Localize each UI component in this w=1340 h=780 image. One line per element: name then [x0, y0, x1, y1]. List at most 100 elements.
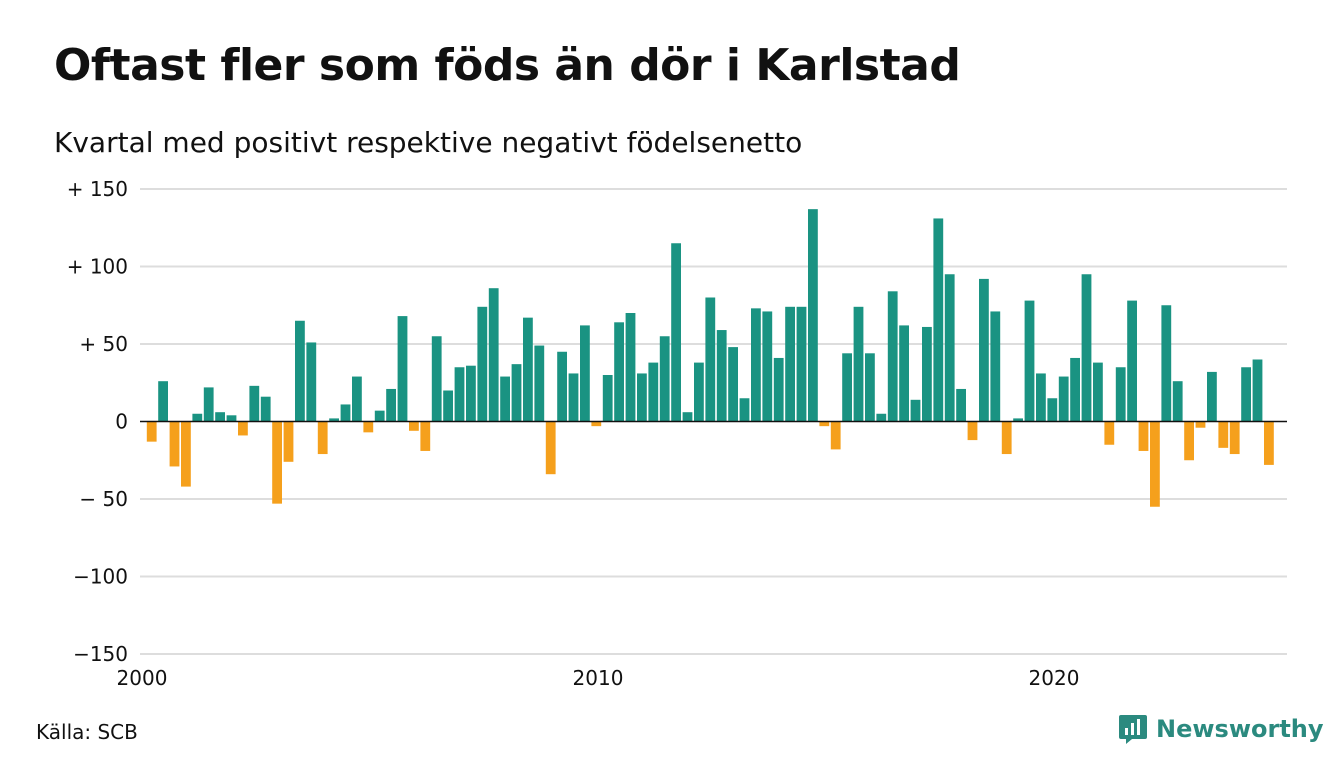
bar-q29	[466, 365, 476, 422]
bar-q46	[659, 336, 670, 422]
bar-q12	[272, 421, 282, 504]
bar-q94	[1207, 371, 1217, 422]
y-tick-label: + 100	[67, 255, 128, 279]
bar-q22	[386, 388, 396, 422]
bar-q50	[705, 297, 716, 422]
bar-q69	[922, 326, 932, 422]
bar-q85	[1104, 421, 1115, 445]
bar-q21	[374, 410, 385, 422]
bar-q27	[443, 390, 453, 422]
bar-q1	[146, 421, 157, 442]
bar-q13	[283, 421, 294, 462]
chart-subtitle: Kvartal med positivt respektive negativt…	[54, 126, 803, 159]
bar-q89	[1150, 421, 1160, 507]
bar-q53	[739, 398, 750, 422]
bar-q35	[534, 345, 545, 422]
bar-q75	[990, 311, 1001, 422]
bar-q33	[511, 364, 522, 422]
bar-q87	[1127, 300, 1137, 422]
bar-q28	[454, 367, 465, 422]
bar-q81	[1058, 376, 1069, 422]
bar-q59	[808, 209, 818, 422]
bar-q31	[488, 288, 499, 422]
bar-q65	[876, 413, 887, 422]
bar-q55	[762, 311, 773, 422]
bar-q4	[181, 421, 191, 487]
bar-q32	[500, 376, 510, 422]
bar-q48	[682, 412, 693, 422]
bar-q25	[420, 421, 431, 451]
bar-q19	[352, 376, 362, 422]
bar-q20	[363, 421, 374, 433]
bar-q47	[671, 243, 681, 422]
bar-q44	[637, 373, 647, 422]
bar-q56	[773, 357, 784, 422]
x-tick-label: 2000	[117, 666, 168, 690]
bar-q63	[853, 306, 864, 422]
bar-q45	[648, 362, 659, 422]
x-tick-label: 2020	[1029, 666, 1080, 690]
bar-q90	[1161, 305, 1172, 422]
bar-q3	[169, 421, 180, 467]
y-tick-label: −150	[73, 642, 128, 666]
bar-q43	[625, 313, 636, 422]
bar-q2	[158, 381, 168, 422]
bar-q57	[785, 306, 795, 422]
bar-q99	[1264, 421, 1274, 465]
bar-q41	[602, 375, 613, 422]
brand-name: Newsworthy	[1156, 715, 1324, 743]
bar-q6	[203, 387, 214, 422]
x-tick-label: 2010	[573, 666, 624, 690]
bar-q18	[340, 404, 351, 422]
bar-q49	[694, 362, 704, 422]
bar-q52	[728, 347, 738, 422]
bar-q91	[1172, 381, 1183, 422]
bar-q79	[1036, 373, 1046, 422]
bar-q84	[1093, 362, 1103, 422]
bar-q66	[887, 291, 898, 422]
y-axis-labels: + 150 + 100 + 50 0 − 50 −100 −150	[67, 177, 128, 666]
source-note: Källa: SCB	[36, 720, 138, 744]
bar-q62	[842, 353, 852, 422]
bar-q95	[1218, 421, 1229, 448]
bar-q15	[306, 342, 317, 422]
bar-chart: + 150 + 100 + 50 0 − 50 −100 −150 2000 2010 2020	[67, 177, 1287, 690]
bar-q26	[431, 336, 442, 422]
y-tick-label: − 50	[79, 487, 128, 511]
y-tick-label: + 150	[67, 177, 128, 201]
bar-q38	[568, 373, 579, 422]
bar-q58	[796, 306, 807, 422]
y-tick-label: −100	[73, 565, 128, 589]
bar-q8	[226, 415, 237, 422]
bar-q92	[1184, 421, 1194, 461]
brand-logo: Newsworthy	[1118, 713, 1324, 745]
bar-q36	[545, 421, 556, 475]
bar-q30	[477, 306, 488, 422]
bar-q5	[192, 413, 203, 422]
bar-q9	[238, 421, 248, 436]
bar-q34	[523, 317, 533, 422]
bar-q98	[1252, 359, 1263, 422]
bar-q61	[830, 421, 841, 450]
bar-q83	[1081, 274, 1092, 422]
bar-q42	[614, 322, 624, 422]
bar-q74	[979, 278, 989, 422]
bar-q96	[1229, 421, 1240, 455]
bar-q16	[317, 421, 328, 455]
bar-q70	[933, 218, 944, 422]
bar-q37	[557, 351, 567, 422]
bar-q93	[1195, 421, 1206, 428]
bar-q23	[397, 316, 408, 422]
bar-q39	[580, 325, 590, 422]
newsworthy-logo-icon	[1119, 715, 1147, 744]
bar-q51	[716, 330, 727, 422]
y-tick-label: + 50	[79, 332, 128, 356]
bar-q24	[409, 421, 419, 431]
bar-q80	[1047, 398, 1058, 422]
bars	[146, 209, 1274, 507]
bar-q14	[295, 320, 305, 422]
bar-q54	[751, 308, 761, 422]
bar-q73	[967, 421, 978, 441]
bar-q67	[899, 325, 909, 422]
bar-q82	[1070, 357, 1080, 422]
